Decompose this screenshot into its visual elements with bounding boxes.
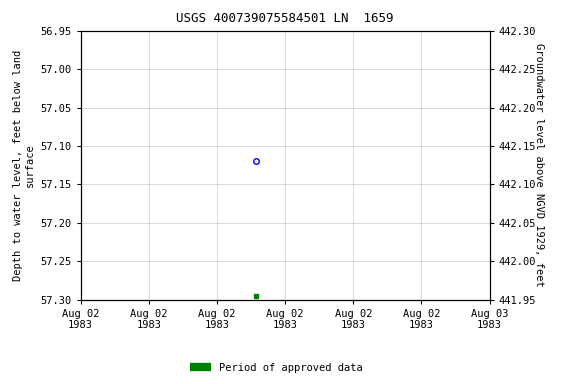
Y-axis label: Groundwater level above NGVD 1929, feet: Groundwater level above NGVD 1929, feet bbox=[535, 43, 544, 287]
Legend: Period of approved data: Period of approved data bbox=[186, 359, 367, 377]
Y-axis label: Depth to water level, feet below land
surface: Depth to water level, feet below land su… bbox=[13, 50, 35, 281]
Title: USGS 400739075584501 LN  1659: USGS 400739075584501 LN 1659 bbox=[176, 12, 394, 25]
